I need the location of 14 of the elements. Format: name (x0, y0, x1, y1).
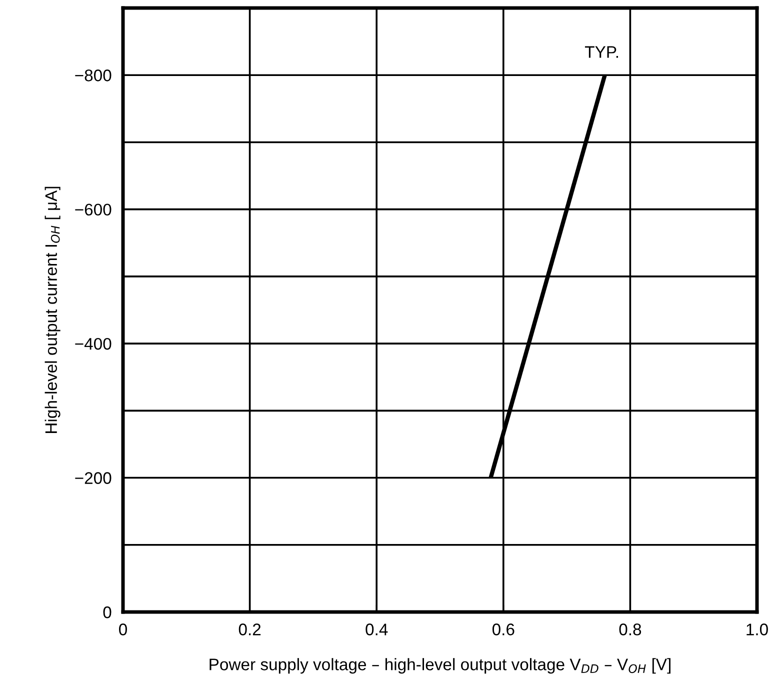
x-tick-label: 0.2 (238, 624, 261, 636)
x-tick-label: 0.4 (366, 624, 388, 636)
y-tick-label: −200 (75, 472, 112, 484)
x-tick-label: 0.8 (619, 624, 642, 636)
y-tick-label: −800 (75, 70, 112, 82)
y-axis-title: High-level output current I$_{OH}$ [ μA] (44, 186, 60, 433)
annotation: TYP. (584, 46, 618, 58)
y-tick-label: −600 (75, 204, 112, 216)
x-tick-label: 1.0 (746, 624, 768, 636)
x-tick-label: 0.6 (492, 624, 514, 636)
y-tick-label: 0 (103, 606, 112, 618)
x-tick-label: 0 (119, 624, 127, 636)
x-axis-title: Power supply voltage – high-level output voltage V$_{DD}$ – V$_{OH}$ [V] (210, 658, 670, 674)
y-tick-label: −400 (75, 338, 112, 350)
